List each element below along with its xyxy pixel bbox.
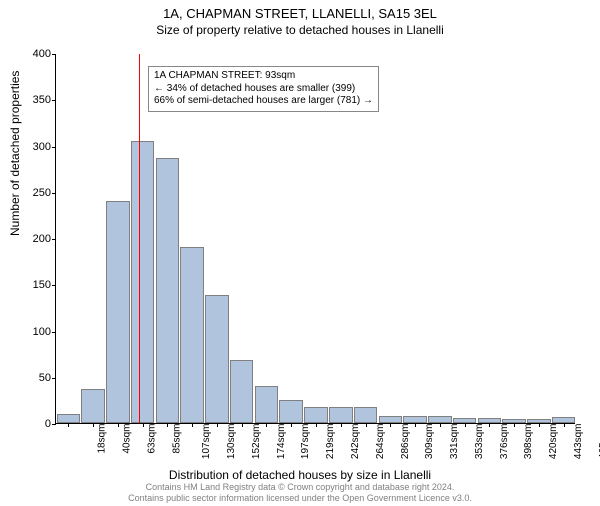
x-tick-label: 130sqm [226, 424, 237, 460]
y-tick-label: 400 [21, 48, 51, 60]
x-tick-mark [242, 423, 243, 427]
y-tick-mark [52, 147, 56, 148]
x-tick-mark [514, 423, 515, 427]
x-tick-mark [192, 423, 193, 427]
y-tick-label: 250 [21, 187, 51, 199]
y-tick-label: 200 [21, 233, 51, 245]
x-tick-mark [415, 423, 416, 427]
y-tick-label: 300 [21, 141, 51, 153]
histogram-bar [156, 158, 180, 423]
footer-line-1: Contains HM Land Registry data © Crown c… [0, 482, 600, 493]
histogram-bar [81, 389, 105, 423]
y-tick-label: 100 [21, 326, 51, 338]
histogram-bar [131, 141, 155, 423]
histogram-bar [428, 416, 452, 423]
x-tick-mark [316, 423, 317, 427]
x-tick-label: 264sqm [375, 424, 386, 460]
histogram-bar [106, 201, 130, 423]
histogram-bar [304, 407, 328, 423]
x-tick-label: 63sqm [146, 424, 157, 454]
x-tick-mark [266, 423, 267, 427]
page-subtitle: Size of property relative to detached ho… [0, 23, 600, 37]
x-tick-mark [465, 423, 466, 427]
x-tick-label: 398sqm [523, 424, 534, 460]
x-tick-mark [440, 423, 441, 427]
x-tick-label: 85sqm [171, 424, 182, 454]
x-tick-label: 197sqm [301, 424, 312, 460]
histogram-bar [279, 400, 303, 423]
x-tick-mark [118, 423, 119, 427]
x-tick-label: 420sqm [548, 424, 559, 460]
histogram-bar [205, 295, 229, 423]
x-tick-mark [390, 423, 391, 427]
y-tick-mark [52, 424, 56, 425]
y-tick-label: 0 [21, 418, 51, 430]
annotation-line: ← 34% of detached houses are smaller (39… [154, 83, 373, 96]
y-tick-label: 350 [21, 94, 51, 106]
x-tick-mark [217, 423, 218, 427]
x-tick-mark [564, 423, 565, 427]
x-tick-label: 174sqm [276, 424, 287, 460]
annotation-line: 1A CHAPMAN STREET: 93sqm [154, 70, 373, 83]
x-tick-label: 286sqm [400, 424, 411, 460]
y-tick-mark [52, 54, 56, 55]
histogram-bar [354, 407, 378, 423]
annotation-box: 1A CHAPMAN STREET: 93sqm← 34% of detache… [148, 66, 379, 112]
x-tick-mark [489, 423, 490, 427]
y-tick-mark [52, 193, 56, 194]
x-tick-mark [143, 423, 144, 427]
x-tick-mark [366, 423, 367, 427]
y-tick-mark [52, 332, 56, 333]
y-tick-mark [52, 239, 56, 240]
histogram-bar [57, 414, 81, 423]
plot-region: 05010015020025030035040018sqm40sqm63sqm8… [55, 54, 575, 424]
x-tick-label: 353sqm [474, 424, 485, 460]
x-tick-label: 107sqm [202, 424, 213, 460]
x-tick-label: 152sqm [251, 424, 262, 460]
x-tick-mark [539, 423, 540, 427]
y-tick-mark [52, 378, 56, 379]
annotation-line: 66% of semi-detached houses are larger (… [154, 95, 373, 108]
page-title: 1A, CHAPMAN STREET, LLANELLI, SA15 3EL [0, 6, 600, 21]
x-tick-label: 18sqm [97, 424, 108, 454]
histogram-bar [180, 247, 204, 423]
x-tick-mark [93, 423, 94, 427]
y-tick-label: 150 [21, 279, 51, 291]
marker-line [139, 54, 140, 423]
histogram-bar [230, 360, 254, 423]
x-tick-label: 219sqm [325, 424, 336, 460]
footer: Contains HM Land Registry data © Crown c… [0, 482, 600, 504]
chart-area: 05010015020025030035040018sqm40sqm63sqm8… [55, 54, 575, 424]
x-tick-label: 242sqm [350, 424, 361, 460]
y-tick-mark [52, 285, 56, 286]
x-tick-mark [341, 423, 342, 427]
x-tick-label: 331sqm [449, 424, 460, 460]
y-axis-label: Number of detached properties [8, 71, 22, 236]
histogram-bar [255, 386, 279, 423]
x-tick-mark [167, 423, 168, 427]
histogram-bar [403, 416, 427, 423]
x-tick-label: 443sqm [573, 424, 584, 460]
x-tick-label: 40sqm [122, 424, 133, 454]
y-tick-label: 50 [21, 372, 51, 384]
histogram-bar [329, 407, 353, 423]
footer-line-2: Contains public sector information licen… [0, 493, 600, 504]
y-tick-mark [52, 100, 56, 101]
x-tick-label: 376sqm [499, 424, 510, 460]
x-tick-mark [68, 423, 69, 427]
x-tick-label: 309sqm [424, 424, 435, 460]
x-axis-label: Distribution of detached houses by size … [0, 468, 600, 482]
x-tick-mark [291, 423, 292, 427]
histogram-bar [379, 416, 403, 423]
